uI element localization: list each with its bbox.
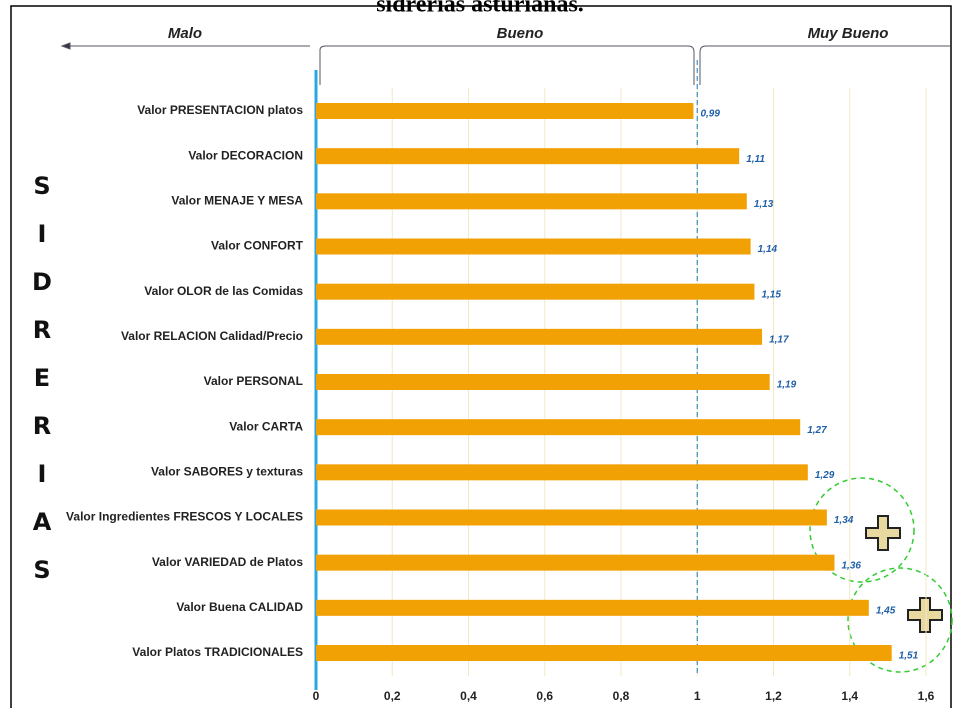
bar [316,193,747,210]
y-tick-label: Valor VARIEDAD de Platos [152,555,303,569]
bar [316,599,869,616]
x-tick-label: 0,2 [384,689,401,703]
side-label: SIDRERIAS [28,172,56,604]
value-label: 1,19 [777,380,797,391]
y-tick-label: Valor CONFORT [211,239,304,253]
value-label: 1,51 [899,651,919,662]
value-label: 1,13 [754,199,774,210]
value-label: 1,29 [815,470,835,481]
y-tick-label: Valor RELACION Calidad/Precio [121,329,303,343]
value-label: 1,17 [769,334,789,345]
value-label: 1,34 [834,515,854,526]
x-tick-label: 0 [313,689,320,703]
bar [316,374,770,390]
y-tick-label: Valor OLOR de las Comidas [144,284,303,298]
value-label: 1,14 [758,244,778,255]
x-tick-label: 1 [694,689,701,703]
bar [316,554,835,571]
header-decoration [60,42,950,85]
value-label: 1,36 [842,560,862,571]
x-tick-label: 1,6 [918,689,935,703]
header-label: Malo [168,25,202,42]
value-label: 1,45 [876,605,896,616]
y-tick-label: Valor Ingredientes FRESCOS Y LOCALES [66,510,303,524]
value-label: 1,27 [807,425,827,436]
bar [316,283,755,300]
x-tick-label: 1,4 [841,689,858,703]
bar [316,509,827,526]
y-tick-label: Valor SABORES y texturas [151,465,303,479]
chart-title: sidrerias asturianas. [376,0,584,18]
x-tick-label: 1,2 [765,689,782,703]
y-tick-label: Valor MENAJE Y MESA [171,194,303,208]
highlight-circle [809,477,953,673]
header-label: Muy Bueno [808,25,889,42]
y-tick-label: Valor Buena CALIDAD [176,600,303,614]
y-tick-label: Valor Platos TRADICIONALES [132,645,303,659]
value-label: 0,99 [700,109,720,120]
header-label: Bueno [497,25,544,42]
y-tick-label: Valor PERSONAL [204,374,303,388]
plus-icon [865,515,943,633]
frame [10,5,952,708]
bar [316,328,763,345]
bar [316,464,808,481]
bar [316,103,694,119]
bar [316,148,740,165]
x-tick-label: 0,8 [613,689,630,703]
x-tick-label: 0,4 [460,689,477,703]
bar [316,419,801,436]
y-tick-label: Valor PRESENTACION platos [137,103,303,117]
value-label: 1,15 [761,289,781,300]
bar [316,238,751,255]
y-tick-label: Valor DECORACION [188,148,303,162]
x-tick-label: 0,6 [536,689,553,703]
bar [316,645,892,661]
value-label: 1,11 [746,154,765,165]
y-tick-label: Valor CARTA [229,419,303,433]
